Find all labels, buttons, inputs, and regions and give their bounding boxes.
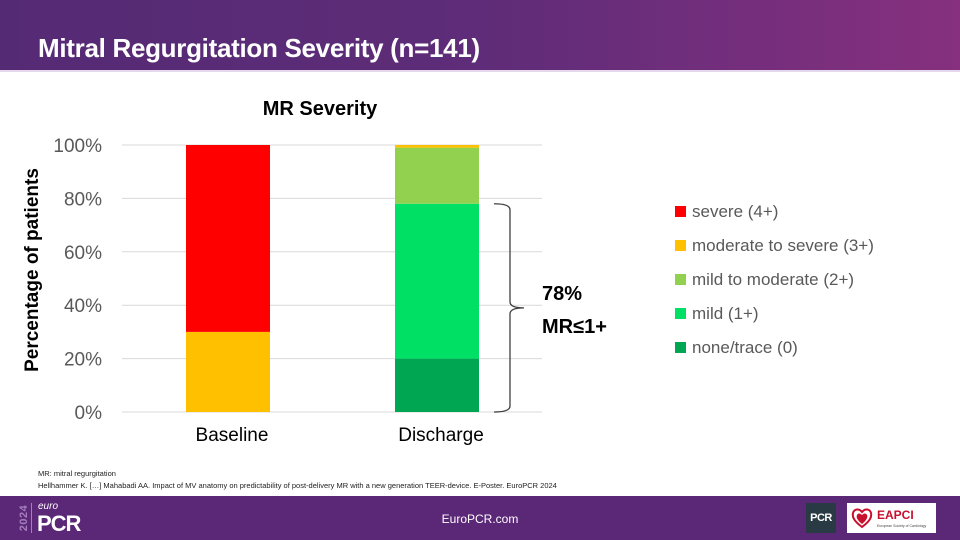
legend-label: severe (4+) — [692, 202, 778, 221]
footnote-citation: Hellhammer K. […] Mahabadi AA. Impact of… — [38, 481, 557, 490]
y-tick-label: 80% — [64, 189, 102, 210]
bar-segment — [395, 358, 479, 412]
logo-divider — [31, 503, 32, 533]
y-tick-label: 100% — [53, 136, 102, 157]
annotation-label: MR≤1+ — [542, 316, 607, 338]
x-tick-label: Baseline — [196, 425, 269, 446]
eapci-label: EAPCI — [877, 508, 914, 522]
brace-icon — [493, 203, 525, 413]
annotation-bracket: 78% MR≤1+ — [493, 203, 607, 413]
legend-swatch — [675, 240, 686, 251]
y-tick-label: 60% — [64, 243, 102, 264]
bar-segment — [395, 147, 479, 204]
bar-segment — [186, 331, 270, 412]
bars — [186, 145, 479, 412]
mr-severity-chart: MR Severity Percentage of patients 0% 20%… — [22, 98, 874, 446]
legend-label: moderate to severe (3+) — [692, 236, 874, 255]
pcr-badge-logo: PCR — [806, 503, 836, 533]
legend: severe (4+) moderate to severe (3+) mild t… — [675, 202, 874, 357]
slide-footer: 2024 euro PCR EuroPCR.com PCR EAPCI Euro… — [0, 496, 960, 540]
bar-segment — [395, 145, 479, 148]
bar-segment — [395, 203, 479, 359]
footnote-abbreviation: MR: mitral regurgitation — [38, 469, 116, 478]
y-tick-label: 20% — [64, 350, 102, 371]
slide-header: Mitral Regurgitation Severity (n=141) — [0, 0, 960, 70]
europcr-logo: 2024 euro PCR — [18, 501, 98, 536]
legend-label: mild (1+) — [692, 304, 759, 323]
legend-swatch — [675, 274, 686, 285]
x-tick-labels: Baseline Discharge — [196, 425, 484, 446]
legend-label: mild to moderate (2+) — [692, 270, 854, 289]
legend-swatch — [675, 206, 686, 217]
x-tick-label: Discharge — [398, 425, 484, 446]
heart-icon — [851, 508, 873, 529]
eapci-logo: EAPCI European Society of Cardiology — [847, 503, 936, 533]
y-axis-label: Percentage of patients — [22, 168, 43, 372]
legend-swatch — [675, 308, 686, 319]
header-divider — [0, 70, 960, 72]
y-tick-labels: 0% 20% 40% 60% 80% 100% — [53, 136, 102, 424]
logo-pcr-text: PCR — [37, 511, 81, 536]
eapci-subtitle: European Society of Cardiology — [877, 524, 927, 528]
bar-segment — [186, 145, 270, 332]
logo-euro-text: euro — [38, 501, 59, 512]
annotation-percentage: 78% — [542, 283, 582, 305]
slide-title: Mitral Regurgitation Severity (n=141) — [38, 33, 480, 63]
y-tick-label: 0% — [75, 403, 103, 424]
chart-title: MR Severity — [263, 98, 378, 120]
footer-url: EuroPCR.com — [441, 512, 519, 526]
legend-swatch — [675, 342, 686, 353]
legend-label: none/trace (0) — [692, 338, 798, 357]
y-tick-label: 40% — [64, 296, 102, 317]
